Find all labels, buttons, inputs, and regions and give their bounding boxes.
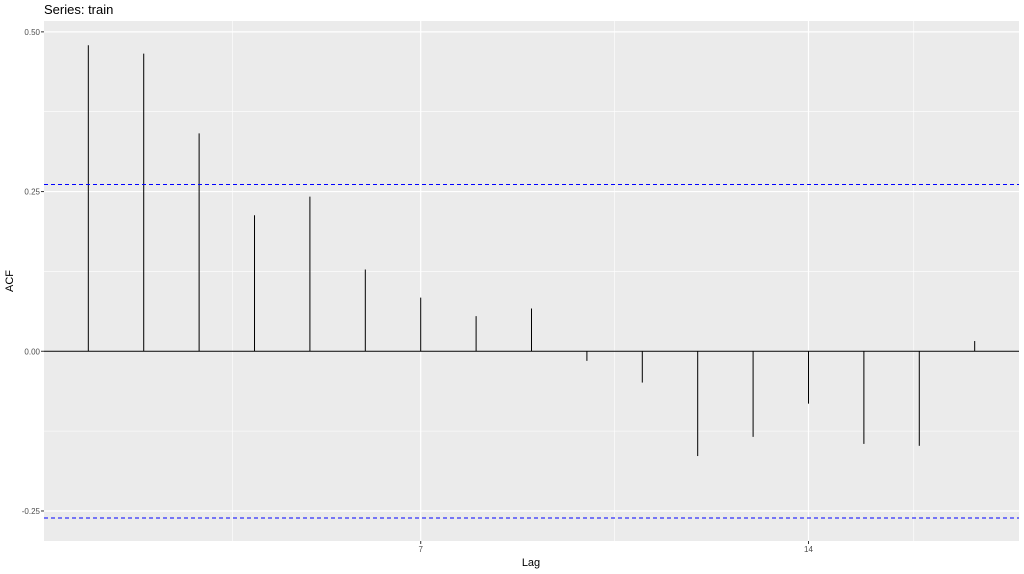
x-tick-label: 14 [804,545,813,554]
y-axis-ticks: -0.25 0.00 0.25 0.50 [22,28,44,516]
x-axis-ticks: 7 14 [418,541,813,554]
confidence-bounds [44,184,1019,519]
y-axis-title: ACF [4,270,16,292]
x-axis-title: Lag [522,557,540,569]
y-tick-label: 0.25 [24,188,40,197]
plot-panel [44,21,1019,541]
y-tick-label: -0.25 [22,507,41,516]
y-tick-label: 0.50 [24,28,40,37]
acf-bars [44,45,1019,457]
chart-title: Series: train [44,2,113,17]
x-tick-label: 7 [418,545,423,554]
y-tick-label: 0.00 [24,347,40,356]
